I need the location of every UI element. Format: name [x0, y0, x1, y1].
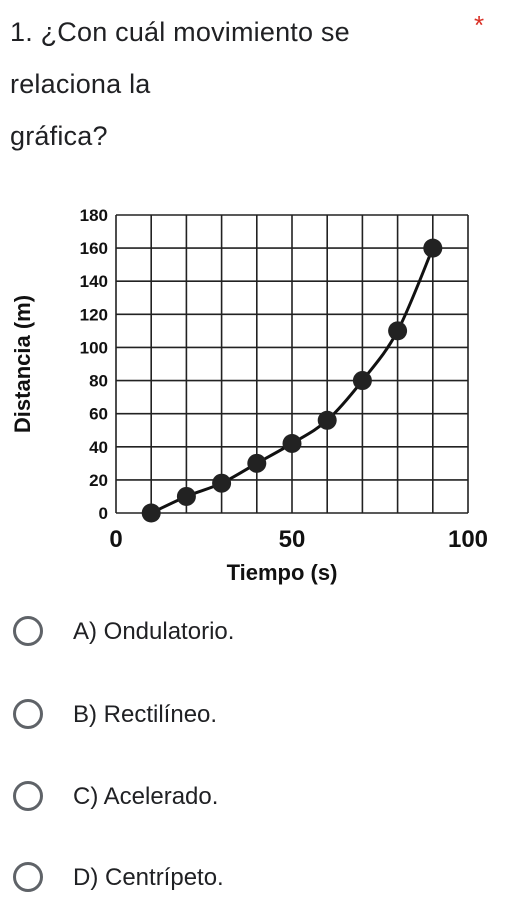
data-point — [212, 473, 232, 493]
data-point — [141, 503, 161, 523]
option-b-label: B) Rectilíneo. — [73, 701, 218, 728]
y-tick-label: 180 — [80, 206, 108, 225]
y-tick-label: 60 — [89, 405, 108, 424]
question-text: 1. ¿Con cuál movimiento se relaciona la … — [10, 6, 450, 162]
y-tick-label: 100 — [80, 338, 108, 357]
x-axis-label: Tiempo (s) — [227, 560, 338, 585]
option-d[interactable]: D) Centrípeto. — [0, 852, 506, 908]
x-tick-label: 50 — [279, 526, 306, 553]
y-tick-label: 40 — [89, 438, 108, 457]
radio-a-icon[interactable] — [13, 616, 43, 646]
y-tick-label: 0 — [99, 504, 108, 523]
data-point — [423, 238, 443, 258]
data-point — [352, 371, 372, 391]
option-b[interactable]: B) Rectilíneo. — [0, 689, 506, 745]
question-chart: 0 20 40 60 80 100 120 140 160 180 0 50 100 Tiempo (s)… — [0, 195, 506, 595]
radio-d-icon[interactable] — [13, 862, 43, 892]
data-point — [176, 486, 196, 506]
data-point — [388, 321, 408, 341]
data-point — [282, 433, 302, 453]
x-tick-label: 100 — [448, 526, 488, 553]
option-c[interactable]: C) Acelerado. — [0, 771, 506, 827]
option-a-label: A) Ondulatorio. — [73, 618, 235, 645]
required-asterisk: * — [474, 10, 485, 40]
y-tick-label: 20 — [89, 471, 108, 490]
question-line-2: relaciona la — [10, 69, 151, 99]
y-axis-label: Distancia (m) — [10, 295, 35, 433]
data-point — [317, 410, 337, 430]
x-tick-label: 0 — [109, 526, 122, 553]
y-tick-label: 120 — [80, 305, 108, 324]
question-line-1: 1. ¿Con cuál movimiento se — [10, 17, 350, 47]
option-c-label: C) Acelerado. — [73, 783, 219, 810]
option-a[interactable]: A) Ondulatorio. — [0, 606, 506, 662]
radio-c-icon[interactable] — [13, 781, 43, 811]
radio-b-icon[interactable] — [13, 699, 43, 729]
y-tick-label: 160 — [80, 239, 108, 258]
data-point — [247, 453, 267, 473]
y-tick-label: 140 — [80, 272, 108, 291]
option-d-label: D) Centrípeto. — [73, 864, 224, 891]
question-line-3: gráfica? — [10, 121, 108, 151]
y-tick-label: 80 — [89, 372, 108, 391]
distance-time-chart: 0 20 40 60 80 100 120 140 160 180 0 50 100 Tiempo (s)… — [10, 206, 488, 585]
